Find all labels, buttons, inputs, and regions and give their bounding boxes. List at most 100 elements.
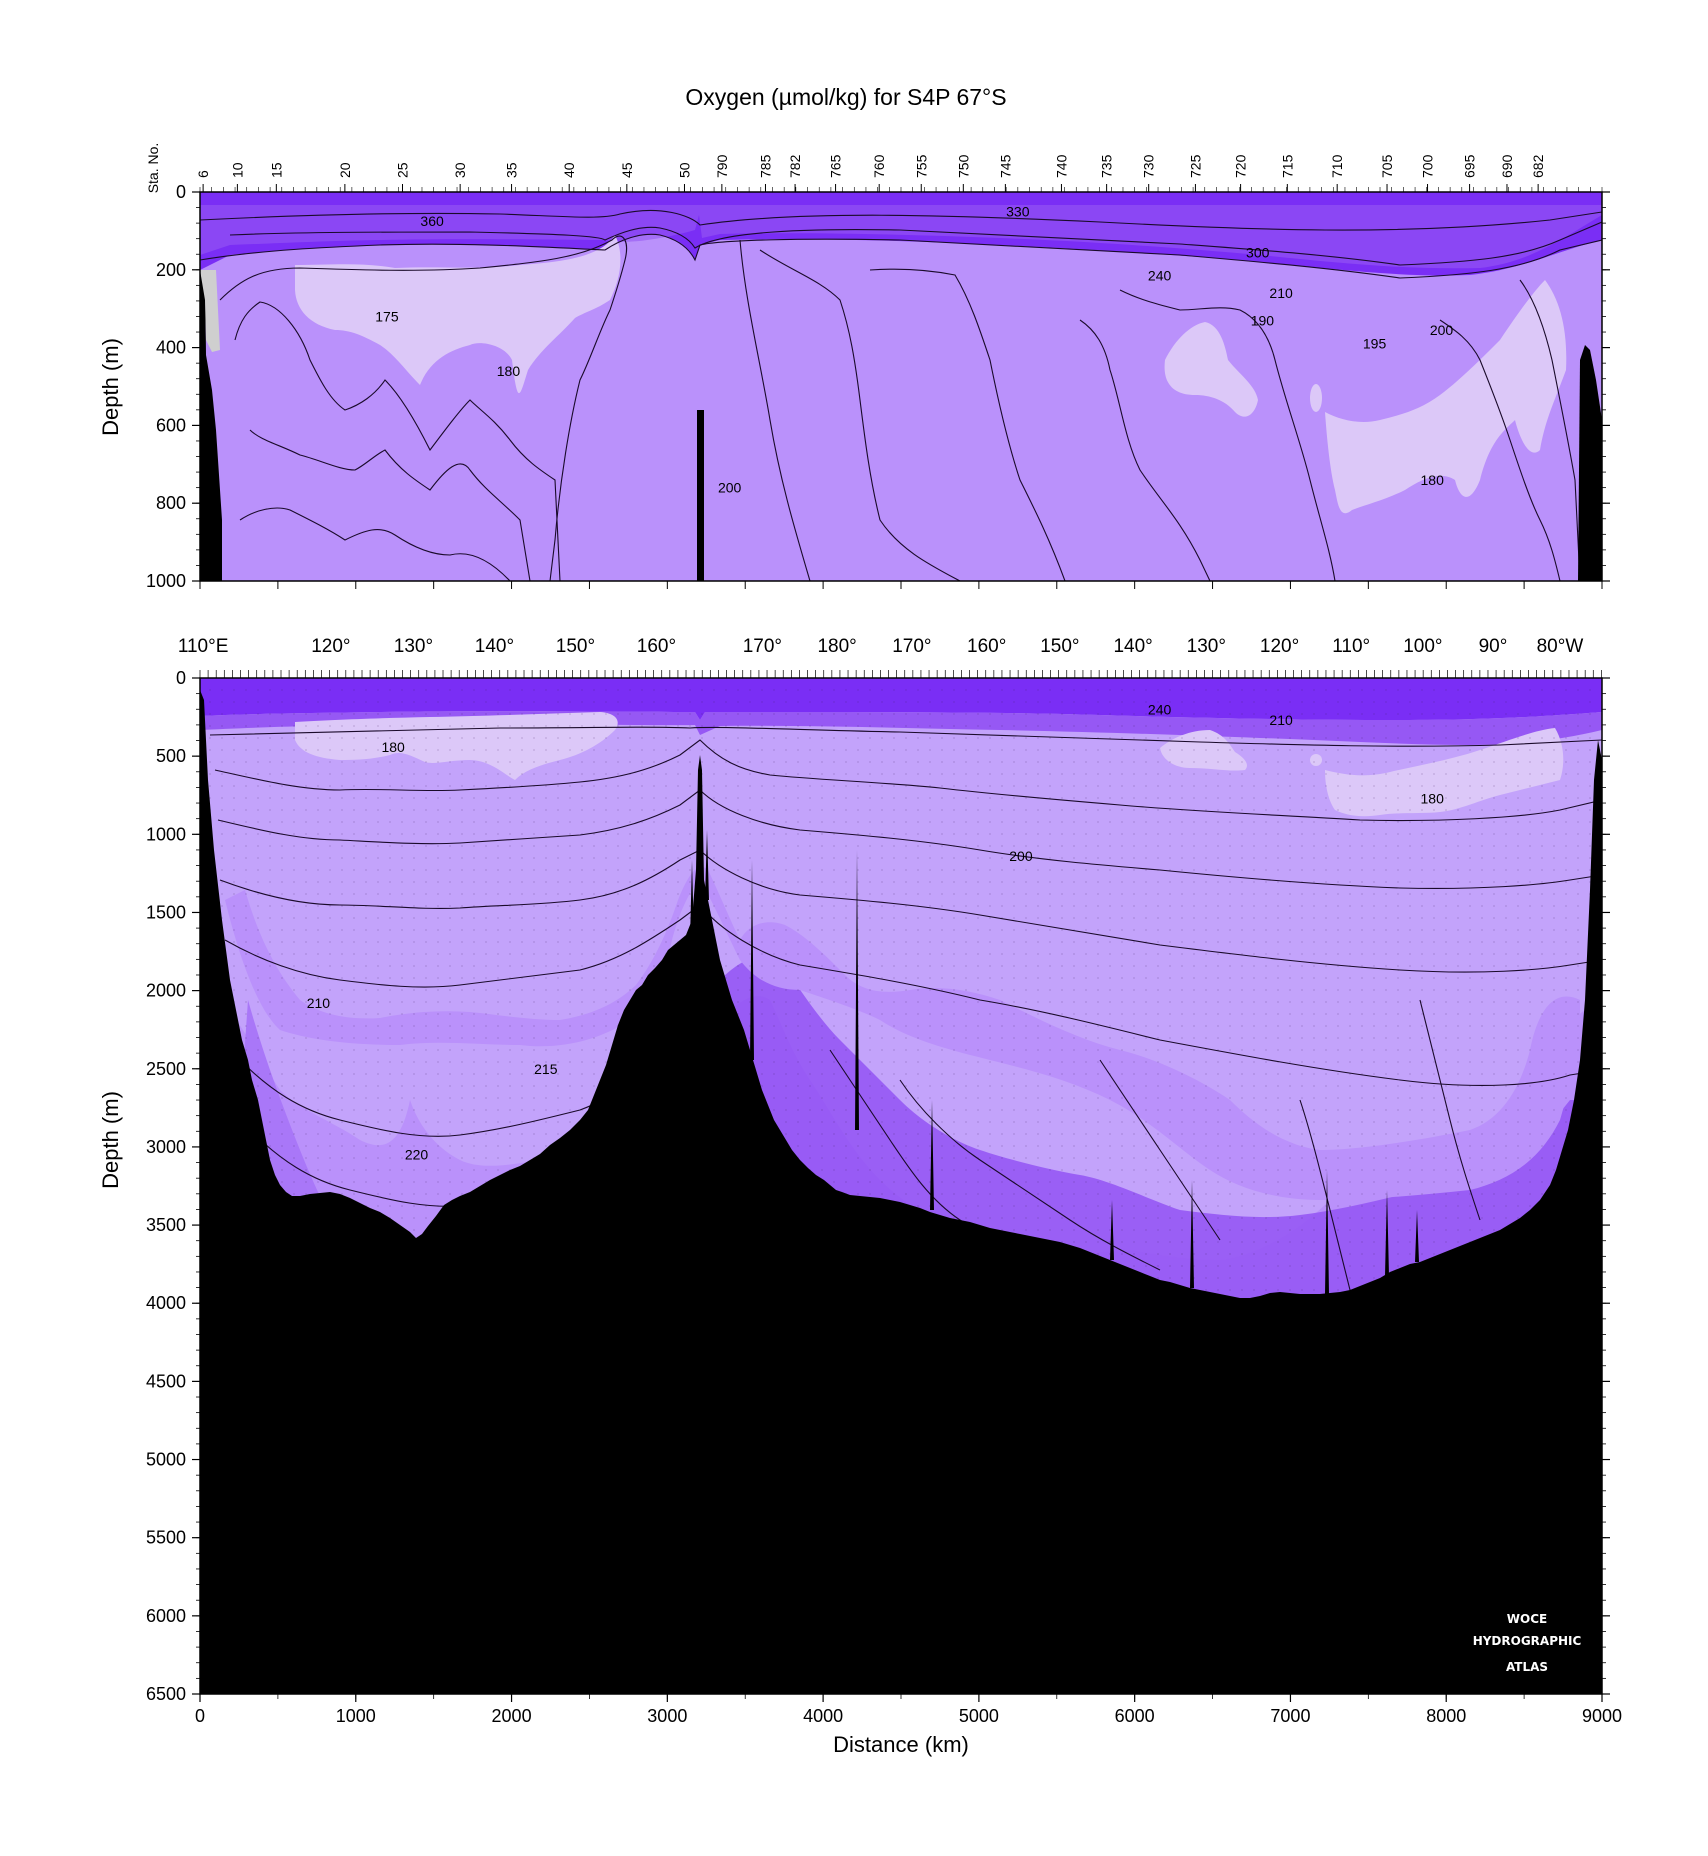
upper-bottom-right bbox=[1578, 345, 1602, 581]
longitude-label: 100° bbox=[1403, 636, 1442, 657]
lower-y-tick-label: 1000 bbox=[146, 824, 186, 844]
upper-contour-label: 190 bbox=[1251, 312, 1275, 328]
upper-contour-label: 200 bbox=[718, 480, 742, 496]
station-label: 745 bbox=[997, 154, 1013, 178]
station-label: 740 bbox=[1053, 154, 1069, 178]
longitude-label: 180° bbox=[817, 636, 856, 657]
logo-line-3: ATLAS bbox=[1506, 1660, 1548, 1674]
longitude-axis: 110°E 120° 130° 140° 150° 160° 170° 180° 170° 160… bbox=[178, 636, 1602, 678]
station-label: 782 bbox=[787, 154, 803, 178]
upper-bottom-mid bbox=[697, 410, 704, 581]
station-label: 715 bbox=[1279, 154, 1295, 178]
upper-y-tick-label: 800 bbox=[156, 493, 186, 513]
lower-contour-label: 180 bbox=[1421, 790, 1445, 806]
upper-contour-label: 175 bbox=[375, 308, 399, 324]
station-label: 682 bbox=[1530, 154, 1546, 178]
station-label: 730 bbox=[1141, 154, 1157, 178]
longitude-label: 110° bbox=[1332, 636, 1370, 657]
upper-panel: 0 200 400 600 800 1000 360 330 300 240 210 190 195 2… bbox=[98, 182, 1610, 591]
upper-bottom-left bbox=[200, 270, 222, 581]
x-tick-label: 8000 bbox=[1426, 1706, 1466, 1726]
station-label: 705 bbox=[1379, 154, 1395, 178]
station-label: 755 bbox=[913, 154, 929, 178]
upper-y-axis-title: Depth (m) bbox=[98, 338, 123, 436]
lower-contour-label: 230 bbox=[542, 1206, 566, 1222]
longitude-label: 170° bbox=[892, 636, 931, 657]
station-label: 6 bbox=[195, 170, 211, 178]
station-label: 765 bbox=[828, 154, 844, 178]
lower-y-tick-label: 3500 bbox=[146, 1215, 186, 1235]
upper-band-second bbox=[200, 205, 1602, 269]
lower-contour-label: 240 bbox=[414, 1367, 438, 1383]
upper-contour-label: 195 bbox=[1363, 336, 1387, 352]
upper-contour-label: 200 bbox=[1430, 322, 1454, 338]
station-label: 25 bbox=[395, 162, 411, 178]
station-label: 750 bbox=[955, 154, 971, 178]
lower-contour-label: 225 bbox=[1037, 1281, 1061, 1297]
longitude-label: 120° bbox=[1260, 636, 1299, 657]
x-axis: 0 1000 2000 3000 4000 5000 6000 7000 8000 9000 bbox=[195, 581, 1622, 1726]
upper-contour-labels: 360 330 300 240 210 190 195 200 175 180 200 180 bbox=[375, 203, 1453, 495]
x-tick-label: 4000 bbox=[803, 1706, 843, 1726]
lower-y-tick-label: 2500 bbox=[146, 1059, 186, 1079]
longitude-label: 130° bbox=[394, 636, 433, 657]
lower-bathymetry bbox=[200, 690, 1602, 1694]
lower-y-axis-title: Depth (m) bbox=[98, 1091, 123, 1189]
lower-y-tick-label: 1500 bbox=[146, 902, 186, 922]
upper-y-axis: 0 200 400 600 800 1000 bbox=[146, 182, 1610, 591]
upper-y-tick-label: 400 bbox=[156, 338, 186, 358]
logo-line-1: WOCE bbox=[1507, 1612, 1547, 1626]
station-label: 15 bbox=[268, 162, 284, 178]
woce-logo: WOCE HYDROGRAPHIC ATLAS bbox=[1473, 1612, 1582, 1674]
chart-title: Oxygen (µmol/kg) for S4P 67°S bbox=[685, 84, 1006, 110]
station-label: 35 bbox=[504, 162, 520, 178]
upper-y-tick-label: 1000 bbox=[146, 571, 186, 591]
x-axis-title: Distance (km) bbox=[833, 1732, 969, 1757]
x-tick-label: 1000 bbox=[336, 1706, 376, 1726]
station-label: 785 bbox=[757, 154, 773, 178]
longitude-label: 140° bbox=[475, 636, 514, 657]
upper-y-tick-label: 600 bbox=[156, 415, 186, 435]
upper-contour-label: 210 bbox=[1269, 285, 1293, 301]
station-label: 760 bbox=[871, 154, 887, 178]
station-axis-label: Sta. No. bbox=[145, 143, 161, 194]
longitude-label: 110°E bbox=[178, 636, 229, 657]
lower-y-tick-label: 4500 bbox=[146, 1371, 186, 1391]
upper-bottom-left-gray bbox=[200, 270, 220, 352]
station-label: 695 bbox=[1462, 154, 1478, 178]
upper-low-left bbox=[295, 235, 621, 394]
upper-low-right bbox=[1325, 280, 1567, 514]
upper-low-small-1 bbox=[1310, 384, 1322, 412]
station-label: 735 bbox=[1099, 154, 1115, 178]
lower-y-tick-label: 500 bbox=[156, 746, 186, 766]
station-label: 720 bbox=[1233, 154, 1249, 178]
x-tick-label: 3000 bbox=[647, 1706, 687, 1726]
x-tick-label: 2000 bbox=[492, 1706, 532, 1726]
lower-y-tick-label: 3000 bbox=[146, 1137, 186, 1157]
lower-contour-label: 220 bbox=[405, 1147, 429, 1163]
station-label: 30 bbox=[452, 162, 468, 178]
x-tick-label: 6000 bbox=[1115, 1706, 1155, 1726]
lower-contour-label: 210 bbox=[307, 995, 331, 1011]
upper-y-tick-label: 0 bbox=[176, 182, 186, 202]
lower-contour-label: 210 bbox=[1269, 712, 1293, 728]
upper-contour-label: 180 bbox=[497, 363, 521, 379]
station-label: 40 bbox=[561, 162, 577, 178]
upper-contour-label: 240 bbox=[1148, 268, 1172, 284]
station-label: 710 bbox=[1329, 154, 1345, 178]
lower-y-tick-label: 4000 bbox=[146, 1293, 186, 1313]
station-label: 20 bbox=[337, 162, 353, 178]
lower-contour-label: 240 bbox=[1148, 701, 1172, 717]
upper-contour-label: 180 bbox=[1421, 472, 1445, 488]
lower-y-tick-label: 6000 bbox=[146, 1606, 186, 1626]
upper-contour-label: 360 bbox=[420, 213, 444, 229]
lower-contour-label: 215 bbox=[534, 1061, 558, 1077]
longitude-label: 140° bbox=[1113, 636, 1152, 657]
upper-low-center bbox=[1164, 322, 1258, 417]
station-label: 50 bbox=[676, 162, 692, 178]
longitude-label: 120° bbox=[311, 636, 350, 657]
longitude-label: 170° bbox=[743, 636, 782, 657]
x-tick-label: 5000 bbox=[959, 1706, 999, 1726]
longitude-label: 160° bbox=[967, 636, 1006, 657]
